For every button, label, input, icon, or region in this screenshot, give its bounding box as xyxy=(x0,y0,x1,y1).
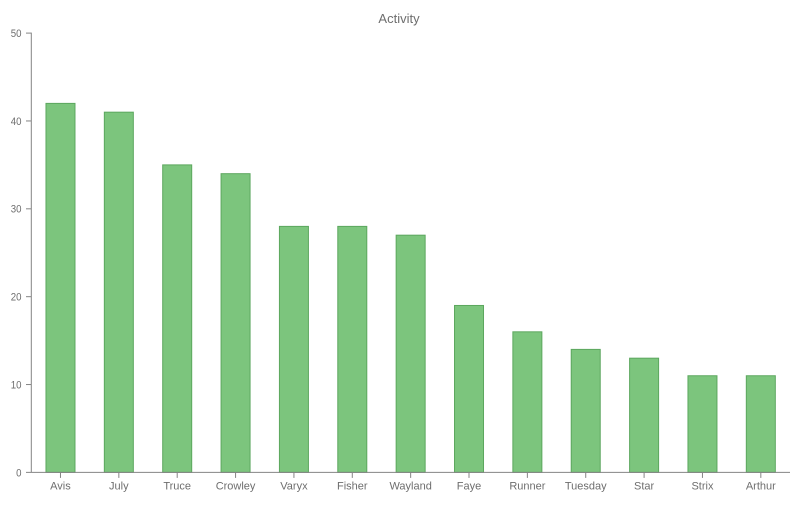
svg-text:40: 40 xyxy=(11,116,22,128)
svg-text:Faye: Faye xyxy=(457,481,481,493)
svg-text:30: 30 xyxy=(11,204,22,216)
svg-text:July: July xyxy=(109,481,129,493)
svg-text:20: 20 xyxy=(11,292,22,304)
svg-text:Truce: Truce xyxy=(163,481,191,493)
svg-text:Activity: Activity xyxy=(378,11,420,26)
svg-text:Runner: Runner xyxy=(509,481,545,493)
svg-text:Varyx: Varyx xyxy=(280,481,308,493)
svg-text:10: 10 xyxy=(11,379,22,391)
svg-text:50: 50 xyxy=(11,28,22,40)
svg-text:Fisher: Fisher xyxy=(337,481,368,493)
svg-text:Crowley: Crowley xyxy=(216,481,256,493)
svg-text:Avis: Avis xyxy=(50,481,71,493)
svg-text:Tuesday: Tuesday xyxy=(565,481,607,493)
svg-text:Arthur: Arthur xyxy=(746,481,776,493)
svg-text:Wayland: Wayland xyxy=(389,481,431,493)
svg-text:Strix: Strix xyxy=(691,481,714,493)
svg-text:Star: Star xyxy=(634,481,655,493)
svg-text:0: 0 xyxy=(16,467,21,479)
